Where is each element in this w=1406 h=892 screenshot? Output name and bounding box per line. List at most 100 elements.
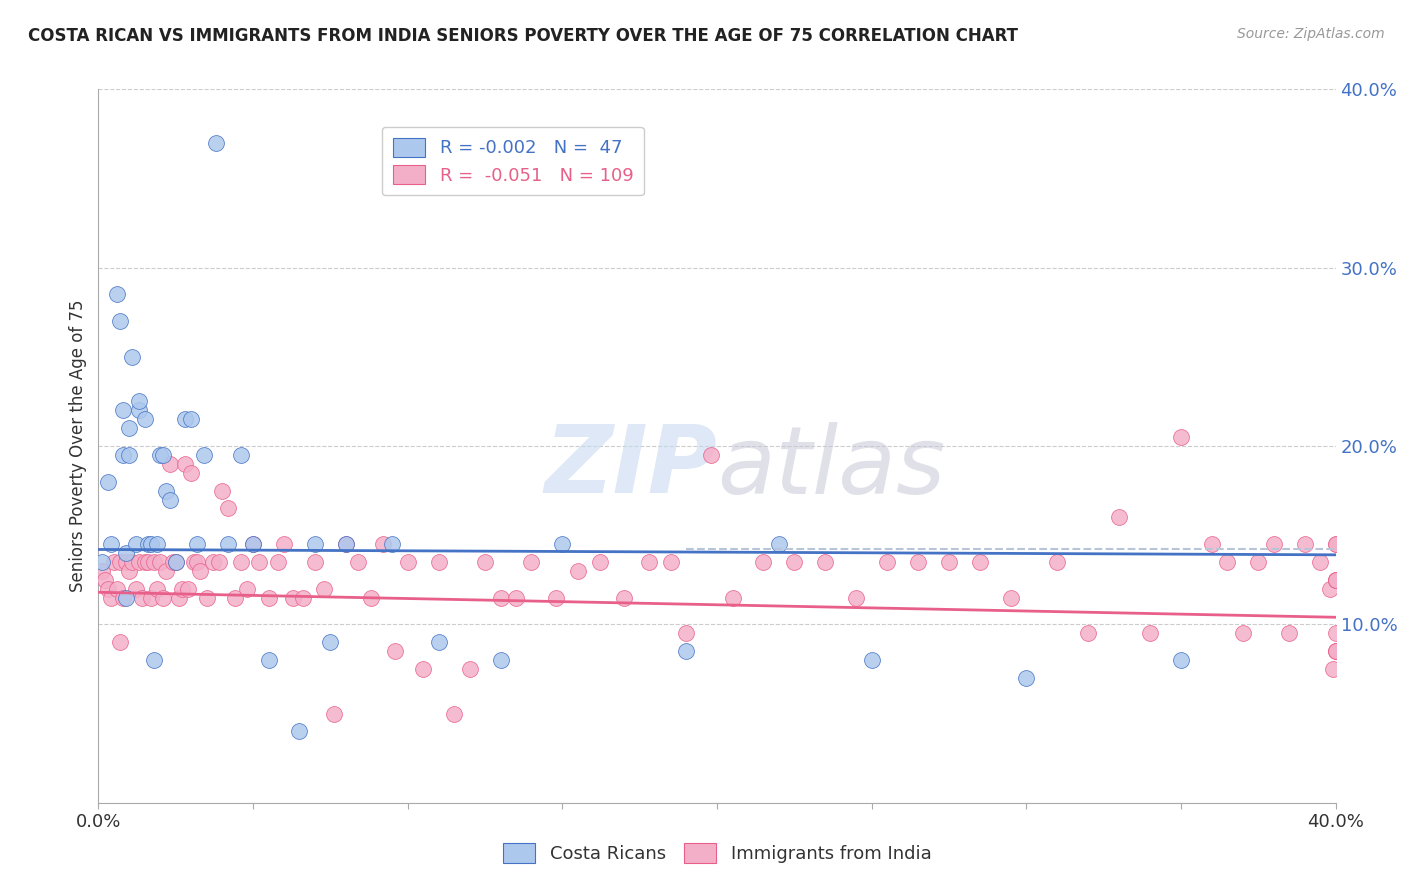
Point xyxy=(427,555,450,569)
Point xyxy=(195,591,218,605)
Point xyxy=(1324,573,1347,587)
Point xyxy=(146,582,169,596)
Point xyxy=(112,591,135,605)
Point xyxy=(257,653,280,667)
Point xyxy=(721,591,744,605)
Point xyxy=(115,546,138,560)
Point xyxy=(588,555,610,569)
Point xyxy=(319,635,342,649)
Point xyxy=(1324,573,1347,587)
Point xyxy=(860,653,883,667)
Point xyxy=(412,662,434,676)
Point xyxy=(97,475,120,489)
Point xyxy=(155,564,177,578)
Point xyxy=(1319,582,1341,596)
Point xyxy=(371,537,394,551)
Point xyxy=(1216,555,1239,569)
Point xyxy=(613,591,636,605)
Point xyxy=(291,591,314,605)
Point xyxy=(205,136,228,150)
Point xyxy=(121,555,143,569)
Point xyxy=(1324,644,1347,658)
Point xyxy=(162,555,184,569)
Point xyxy=(115,591,138,605)
Point xyxy=(1015,671,1038,685)
Point xyxy=(136,555,159,569)
Point xyxy=(505,591,527,605)
Point xyxy=(201,555,224,569)
Point xyxy=(100,591,122,605)
Point xyxy=(1278,626,1301,640)
Point xyxy=(128,403,150,417)
Point xyxy=(1324,573,1347,587)
Point xyxy=(115,555,138,569)
Point xyxy=(186,555,208,569)
Point xyxy=(128,394,150,409)
Point xyxy=(1322,662,1344,676)
Point xyxy=(118,421,141,435)
Point xyxy=(768,537,790,551)
Point xyxy=(190,564,212,578)
Point xyxy=(700,448,723,462)
Point xyxy=(121,350,143,364)
Point xyxy=(134,555,156,569)
Point xyxy=(180,412,202,426)
Point xyxy=(105,582,128,596)
Point xyxy=(103,555,125,569)
Text: COSTA RICAN VS IMMIGRANTS FROM INDIA SENIORS POVERTY OVER THE AGE OF 75 CORRELAT: COSTA RICAN VS IMMIGRANTS FROM INDIA SEN… xyxy=(28,27,1018,45)
Point xyxy=(458,662,481,676)
Point xyxy=(474,555,496,569)
Point xyxy=(143,653,166,667)
Point xyxy=(159,457,181,471)
Point xyxy=(1046,555,1069,569)
Point xyxy=(1108,510,1130,524)
Point xyxy=(97,582,120,596)
Y-axis label: Seniors Poverty Over the Age of 75: Seniors Poverty Over the Age of 75 xyxy=(69,300,87,592)
Point xyxy=(90,555,112,569)
Point xyxy=(217,501,239,516)
Point xyxy=(427,635,450,649)
Point xyxy=(167,591,190,605)
Point xyxy=(155,483,177,498)
Point xyxy=(242,537,264,551)
Point xyxy=(229,555,252,569)
Point xyxy=(170,582,193,596)
Point xyxy=(969,555,991,569)
Point xyxy=(1324,537,1347,551)
Legend: Costa Ricans, Immigrants from India: Costa Ricans, Immigrants from India xyxy=(494,834,941,872)
Point xyxy=(134,412,156,426)
Point xyxy=(174,457,197,471)
Point xyxy=(1324,644,1347,658)
Point xyxy=(814,555,837,569)
Point xyxy=(638,555,661,569)
Point xyxy=(139,537,162,551)
Point xyxy=(242,537,264,551)
Point xyxy=(335,537,357,551)
Point xyxy=(489,653,512,667)
Text: atlas: atlas xyxy=(717,422,945,513)
Point xyxy=(112,403,135,417)
Point xyxy=(128,555,150,569)
Point xyxy=(217,537,239,551)
Point xyxy=(247,555,270,569)
Point xyxy=(180,466,202,480)
Text: Source: ZipAtlas.com: Source: ZipAtlas.com xyxy=(1237,27,1385,41)
Point xyxy=(752,555,775,569)
Point xyxy=(314,582,336,596)
Point xyxy=(112,448,135,462)
Point xyxy=(322,706,344,721)
Point xyxy=(124,582,146,596)
Point xyxy=(360,591,382,605)
Point xyxy=(90,564,112,578)
Point xyxy=(186,537,208,551)
Point xyxy=(139,591,162,605)
Point xyxy=(1077,626,1099,640)
Point xyxy=(675,644,697,658)
Point xyxy=(347,555,370,569)
Point xyxy=(659,555,682,569)
Point xyxy=(152,591,174,605)
Point xyxy=(149,555,172,569)
Point xyxy=(152,448,174,462)
Point xyxy=(118,448,141,462)
Point xyxy=(165,555,187,569)
